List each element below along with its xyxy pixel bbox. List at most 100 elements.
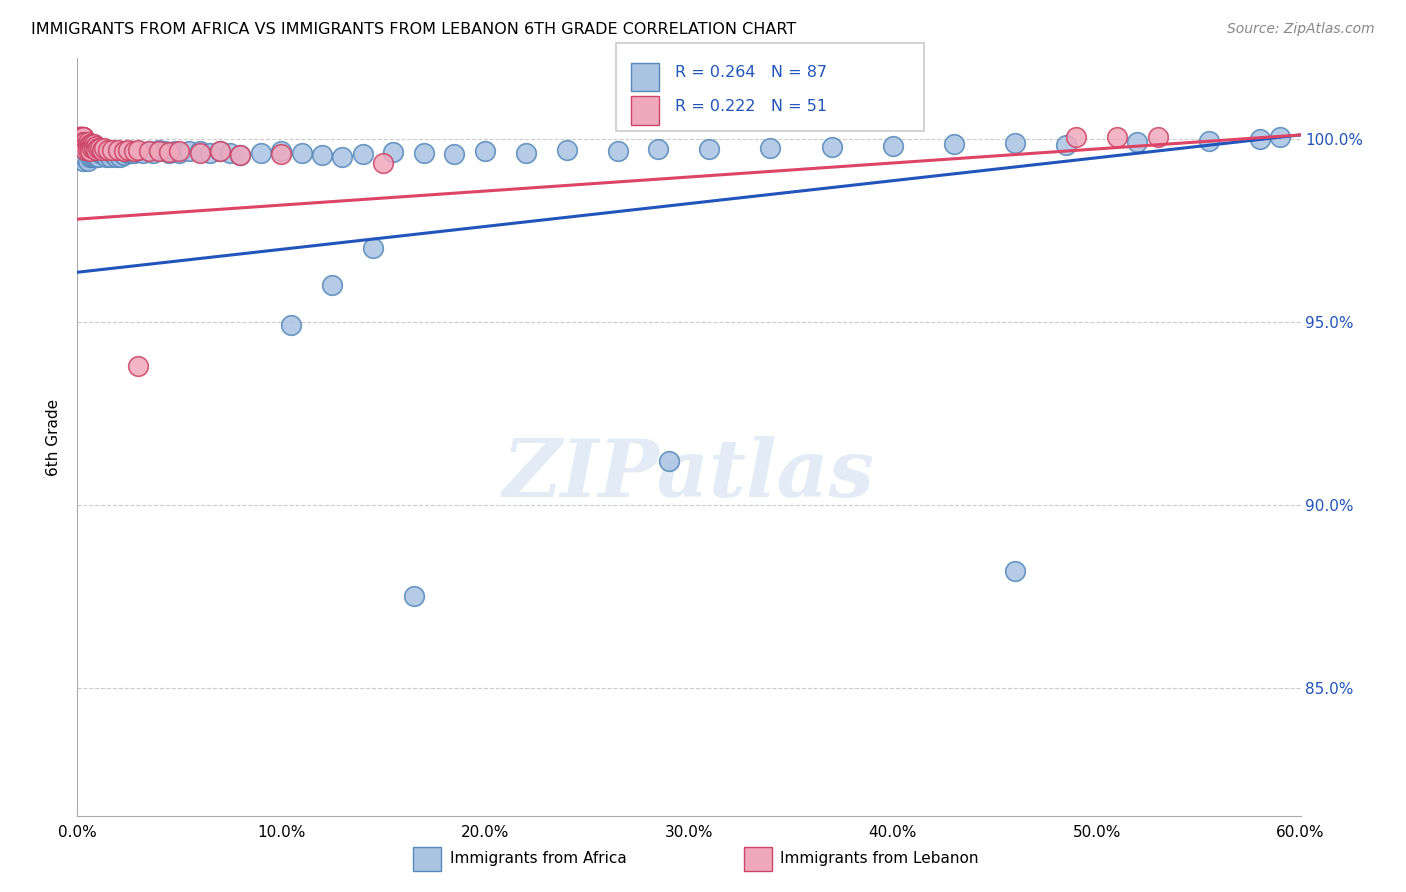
Point [127,359,149,373]
Point [90,143,112,157]
Point [87,143,110,157]
Point [402,590,425,604]
Point [72,129,94,144]
Point [361,242,384,256]
Point [1147,129,1170,144]
Point [107,143,129,157]
Point [131,146,153,161]
Point [84,139,107,153]
Point [72,135,94,149]
Text: IMMIGRANTS FROM AFRICA VS IMMIGRANTS FROM LEBANON 6TH GRADE CORRELATION CHART: IMMIGRANTS FROM AFRICA VS IMMIGRANTS FRO… [31,22,796,37]
Point [80,150,103,164]
Point [70,150,93,164]
Point [93,141,115,155]
Point [1126,135,1149,149]
Point [112,145,135,159]
Point [124,145,146,159]
Point [101,146,124,161]
Point [127,143,149,157]
Point [115,145,138,159]
Point [67,139,90,153]
Point [83,143,105,157]
Point [79,150,101,164]
Point [72,139,94,153]
Point [70,129,93,144]
Point [76,146,98,161]
Point [97,146,120,161]
Point [72,153,94,168]
Point [1249,132,1271,146]
Point [138,145,160,159]
Point [555,143,578,157]
Point [165,145,187,159]
Point [1066,129,1088,144]
Point [72,146,94,161]
Point [75,143,97,157]
Point [188,146,211,161]
Point [382,145,405,160]
Point [169,146,191,161]
Point [188,145,211,159]
Point [101,143,124,157]
Point [1004,136,1026,150]
Point [83,141,105,155]
Point [72,129,94,144]
Point [76,153,98,168]
Point [67,146,90,161]
Point [80,136,103,151]
Point [70,129,93,144]
Point [280,318,302,333]
Point [1198,135,1220,149]
Point [942,136,965,151]
Y-axis label: 6th Grade: 6th Grade [46,399,62,475]
Point [75,143,97,157]
Point [80,141,103,155]
Point [658,454,681,468]
Point [120,145,142,159]
Point [108,150,131,164]
Point [229,148,252,162]
Point [882,139,904,153]
Point [75,150,97,164]
Point [138,145,160,159]
Point [321,278,343,293]
Point [647,142,669,156]
Point [83,136,105,151]
Point [87,150,110,164]
Point [153,145,176,159]
Point [90,146,112,161]
Point [94,150,117,164]
Point [413,146,436,161]
Point [198,146,221,161]
Point [352,147,374,161]
Point [72,129,94,144]
Point [76,139,98,153]
Point [80,143,103,157]
Point [89,141,111,155]
Point [474,145,496,159]
Point [208,145,231,159]
Point [84,150,107,164]
Point [84,143,107,157]
Point [443,147,465,161]
Point [83,150,105,164]
Point [148,145,170,159]
Point [1268,129,1291,144]
Point [107,146,129,161]
Point [97,143,120,157]
Point [93,146,115,161]
Point [515,146,537,161]
Point [70,129,93,144]
Point [759,141,782,155]
Point [127,145,149,159]
Point [105,150,128,164]
Point [371,156,394,170]
Point [179,145,201,159]
Point [87,141,110,155]
Point [79,136,101,151]
Point [157,146,180,161]
Point [250,146,273,161]
Point [70,129,93,144]
Point [117,143,139,157]
Point [70,135,93,149]
